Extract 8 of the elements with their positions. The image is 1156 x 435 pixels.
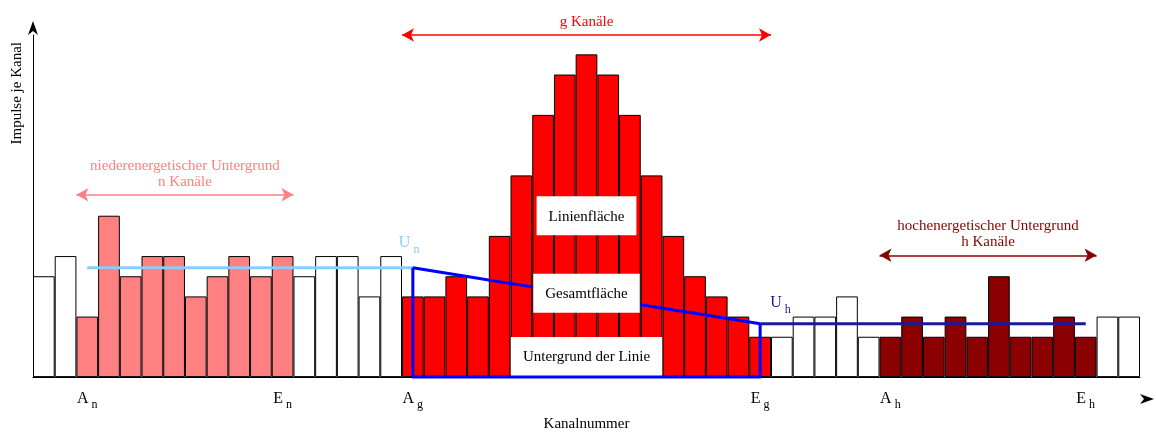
annotation: Linienfläche bbox=[548, 207, 625, 224]
annotation: Untergrund der Linie bbox=[522, 348, 651, 365]
annotation: Gesamtfläche bbox=[545, 285, 629, 302]
annotation: hochenergetischer Untergrund h Kanäle bbox=[897, 217, 1080, 250]
x-axis-title: Kanalnummer bbox=[543, 414, 630, 431]
annotation: niederenergetischer Untergrund n Kanäle bbox=[90, 156, 281, 189]
y-axis-title: Impulse je Kanal bbox=[7, 42, 24, 145]
text: g Kanäle bbox=[559, 13, 614, 29]
